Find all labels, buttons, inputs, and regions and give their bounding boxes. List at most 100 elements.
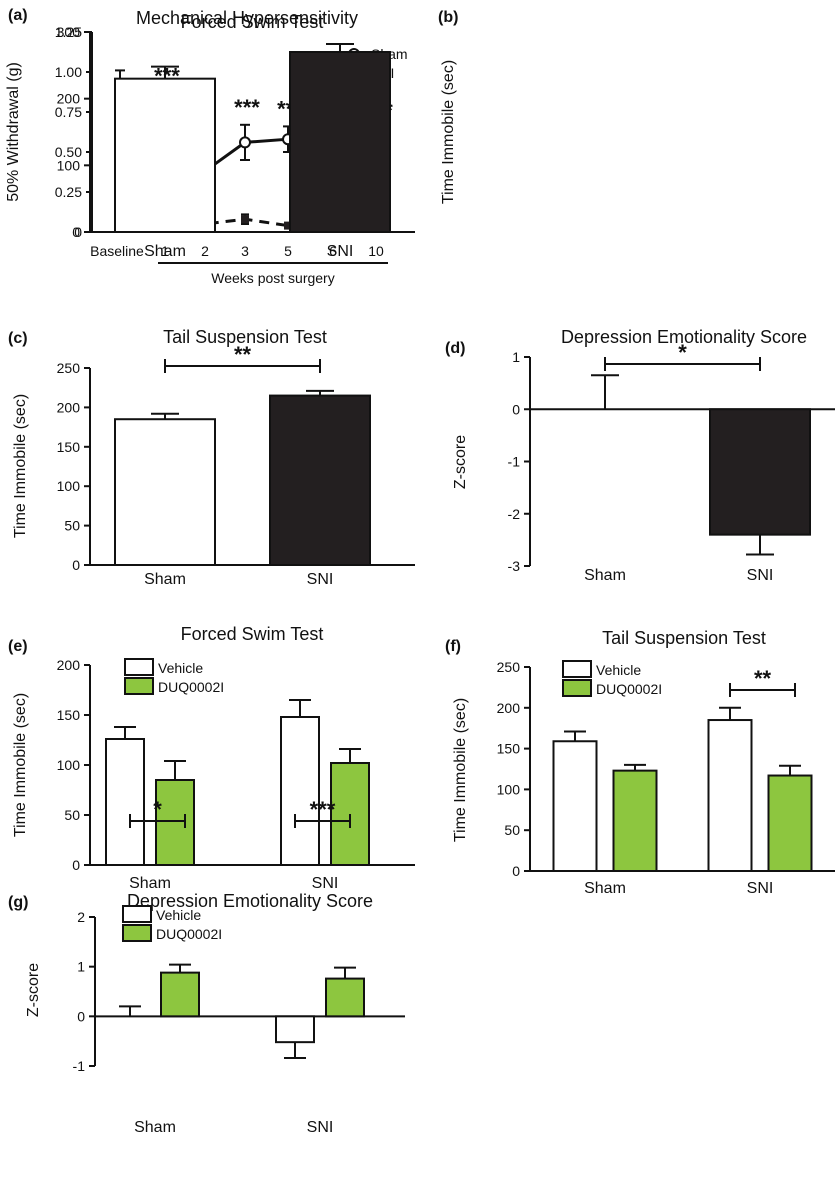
y-axis-label: 50% Withdrawal (g) [5,62,22,202]
x-tick-label: 5 [284,243,292,259]
y-tick-label: 100 [57,757,81,773]
vehicle-bar [275,1015,315,1044]
legend-label-drug: DUQ0002I [596,681,662,697]
panel-label: (c) [8,330,28,347]
x-tick-label: SNI [747,567,774,584]
chart-title: Depression Emotionality Score [127,891,373,911]
x-tick-label: SNI [327,243,354,260]
y-axis-label: Time Immobile (sec) [12,693,29,837]
y-tick-label: -1 [508,454,521,470]
y-tick-label: -1 [73,1058,86,1074]
x-tick-label: 6 [329,243,337,259]
vehicle-bar [280,716,320,866]
drug-bar [612,769,658,873]
y-tick-label: 0 [77,1008,85,1024]
legend-label-vehicle: Vehicle [158,660,203,676]
y-axis-label: Time Immobile (sec) [452,698,469,842]
panel-label: (g) [8,894,28,911]
panel-label: (a) [8,7,28,24]
y-tick-label: 200 [57,399,81,415]
x-tick-label: SNI [747,880,774,897]
y-tick-label: 0 [72,224,80,240]
drug-bar [767,774,813,873]
bar-sham [114,77,216,233]
y-tick-label: 50 [64,518,80,534]
drug-bar [155,779,195,866]
x-tick-label: Sham [144,571,186,588]
vehicle-bar [552,740,598,872]
y-tick-label: 0.75 [55,104,82,120]
y-tick-label: 100 [57,478,81,494]
vehicle-bar [707,719,753,872]
legend-label-drug: DUQ0002I [158,679,224,695]
y-tick-label: 200 [57,91,81,107]
significance-marker: ** [234,342,252,367]
bar-sni [289,51,391,233]
y-tick-label: 100 [57,157,81,173]
x-tick-label: Sham [584,567,626,584]
legend-swatch-drug [122,924,152,942]
x-tick-label: 10 [368,243,384,259]
x-tick-label: SNI [312,875,339,892]
legend-swatch-vehicle [124,658,154,676]
legend-label-vehicle: Vehicle [596,662,641,678]
y-tick-label: 0 [72,857,80,873]
chart-title: Tail Suspension Test [163,327,327,347]
y-axis-label: Z-score [25,963,42,1017]
sni-data-point [241,215,249,224]
y-tick-label: -2 [508,506,521,522]
y-tick-label: 0 [74,224,82,240]
bar-sni [269,394,371,566]
sham-data-point [239,136,251,149]
x-tick-label: 3 [241,243,249,259]
y-axis-label: Z-score [452,435,469,489]
x-tick-label: 1 [161,243,169,259]
y-tick-label: 0 [512,863,520,879]
y-tick-label: 300 [57,24,81,40]
x-tick-label: Sham [584,880,626,897]
panel-label: (b) [438,9,458,26]
y-tick-label: 1 [512,349,520,365]
bar-sham [114,418,216,566]
y-tick-label: 250 [497,659,521,675]
x-tick-label: SNI [307,571,334,588]
significance-marker: *** [310,797,336,822]
x-tick-label: Sham [129,875,171,892]
y-axis-label: Time Immobile (sec) [440,60,457,204]
bar-sni [709,408,811,536]
y-tick-label: 1.25 [55,24,82,40]
y-tick-label: 200 [497,700,521,716]
x-tick-label: 2 [201,243,209,259]
x-tick-label: Sham [144,243,186,260]
y-tick-label: 150 [57,439,81,455]
legend-swatch-drug [562,679,592,697]
y-tick-label: 0.25 [55,184,82,200]
significance-marker: * [153,797,162,822]
chart-title: Depression Emotionality Score [561,327,807,347]
y-tick-label: 2 [77,909,85,925]
x-tick-label: SNI [307,1119,334,1136]
significance-marker: *** [234,95,260,120]
chart-title: Forced Swim Test [181,12,324,32]
y-tick-label: 50 [64,807,80,823]
legend-swatch-drug [124,677,154,695]
y-tick-label: 50 [504,822,520,838]
y-axis-label: Time Immobile (sec) [12,394,29,538]
y-tick-label: 1 [77,959,85,975]
y-tick-label: 250 [57,360,81,376]
y-tick-label: 0.50 [55,144,82,160]
y-tick-label: 150 [57,707,81,723]
drug-bar [160,971,200,1018]
x-tick-label: Baseline [90,243,144,259]
y-tick-label: 200 [57,657,81,673]
y-tick-label: -3 [508,558,521,574]
vehicle-bar [105,738,145,866]
y-tick-label: 150 [497,741,521,757]
x-axis-label: Weeks post surgery [211,270,334,286]
drug-bar [325,977,365,1018]
chart-title: Mechanical Hypersensitivity [136,8,358,28]
legend-label-vehicle: Vehicle [156,907,201,923]
y-tick-label: 0 [72,557,80,573]
chart-title: Tail Suspension Test [602,628,766,648]
